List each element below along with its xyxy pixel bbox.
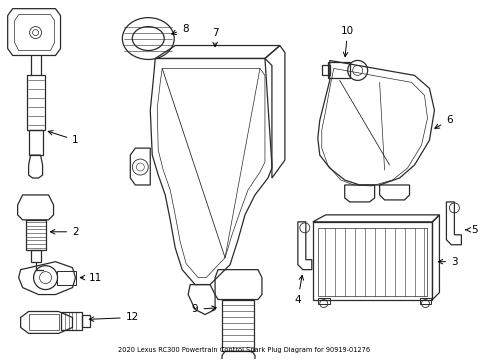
- Bar: [222, 300, 253, 351]
- Bar: [321, 66, 329, 75]
- Bar: [29, 130, 42, 155]
- Bar: [82, 315, 90, 328]
- Text: 7: 7: [211, 28, 218, 47]
- Text: 6: 6: [434, 115, 452, 128]
- Text: 4: 4: [294, 275, 303, 305]
- Text: 11: 11: [80, 273, 102, 283]
- Bar: [25, 220, 45, 250]
- Text: 10: 10: [341, 26, 353, 57]
- Text: 2: 2: [50, 227, 79, 237]
- Text: 9: 9: [191, 305, 216, 315]
- Bar: [317, 298, 329, 303]
- Text: 12: 12: [89, 312, 139, 323]
- Text: 8: 8: [171, 24, 188, 35]
- Bar: [327, 62, 349, 78]
- Text: 3: 3: [437, 257, 457, 267]
- Bar: [312, 222, 431, 300]
- Text: 1: 1: [48, 131, 79, 145]
- Bar: [419, 298, 430, 303]
- Bar: [317, 228, 427, 296]
- Text: 5: 5: [465, 225, 477, 235]
- Bar: [29, 315, 59, 330]
- Bar: [61, 312, 82, 330]
- Bar: [31, 250, 41, 262]
- Bar: [26, 75, 44, 130]
- Text: 2020 Lexus RC300 Powertrain Control Spark Plug Diagram for 90919-01276: 2020 Lexus RC300 Powertrain Control Spar…: [118, 347, 369, 353]
- Bar: [57, 271, 76, 285]
